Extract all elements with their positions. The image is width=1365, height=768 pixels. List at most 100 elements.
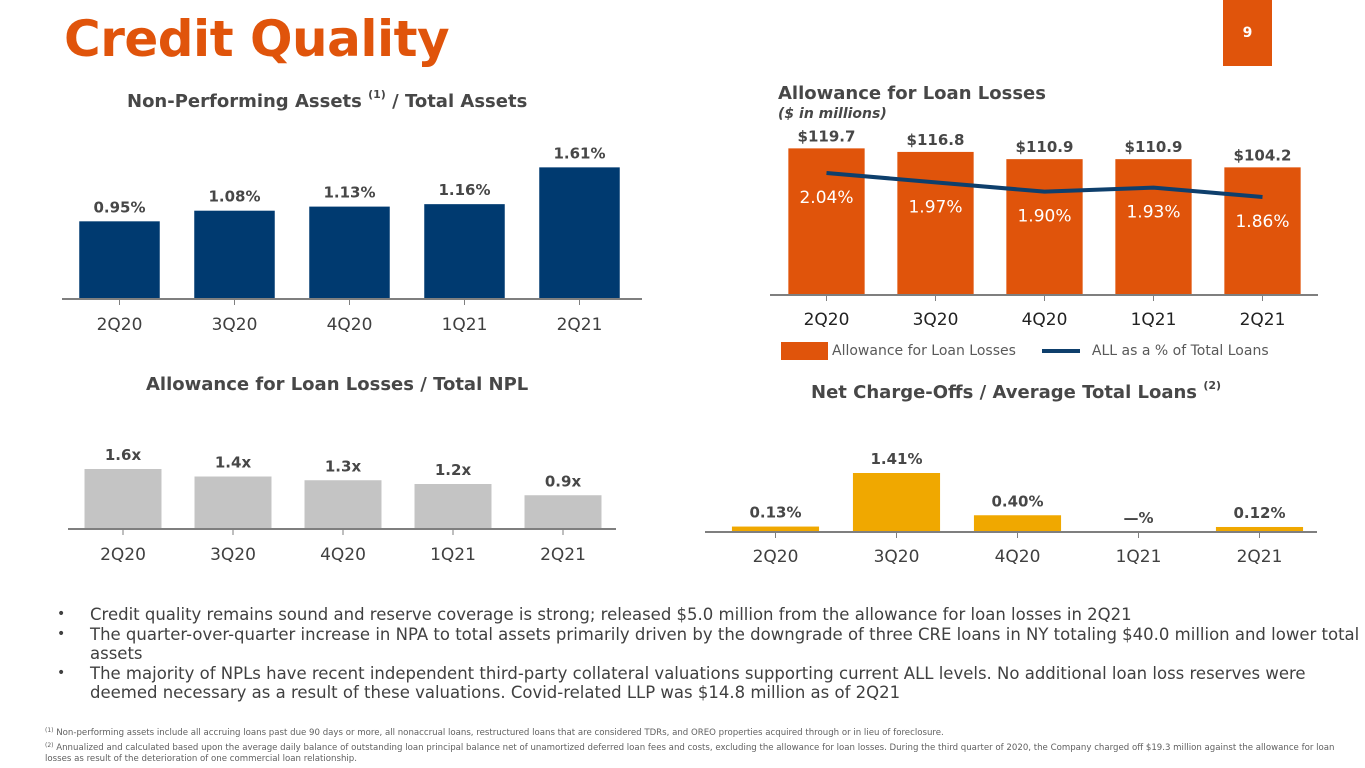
legend-bar-label: Allowance for Loan Losses xyxy=(832,343,1016,359)
bullet-item: • The quarter-over-quarter increase in NP… xyxy=(52,625,1362,664)
bar-3Q20 xyxy=(194,210,275,299)
data-label: $104.2 xyxy=(1234,146,1292,164)
data-label: 0.13% xyxy=(749,504,801,522)
bar-2Q20 xyxy=(84,469,162,529)
line-data-label: 2.04% xyxy=(799,188,853,208)
footnote-text: Non-performing assets include all accrui… xyxy=(56,728,944,738)
bullet-text: The majority of NPLs have recent indepen… xyxy=(90,663,1306,703)
data-label: $119.7 xyxy=(798,127,856,145)
x-tick-label: 4Q20 xyxy=(1022,310,1068,330)
data-label: 1.16% xyxy=(438,181,490,199)
bullet-item: • Credit quality remains sound and reserv… xyxy=(52,605,1362,625)
legend-line-swatch xyxy=(1041,349,1080,353)
footnotes: (1) Non-performing assets include all ac… xyxy=(45,725,1345,766)
all-chart-title: Allowance for Loan Losses xyxy=(778,83,1046,104)
x-tick-label: 3Q20 xyxy=(212,315,258,335)
page-number-badge: 9 xyxy=(1223,0,1272,66)
npa-chart: 0.95% 2Q20 1.08% 3Q20 1.13% 4Q20 1.16% 1Q21 1.61… xyxy=(62,144,642,335)
line-data-label: 1.93% xyxy=(1126,203,1180,223)
page-title: Credit Quality xyxy=(64,10,450,68)
bar-4Q20 xyxy=(973,515,1062,532)
bar-1Q21 xyxy=(424,204,505,299)
npa-title-text: Non-Performing Assets xyxy=(127,91,362,112)
bar-2Q20 xyxy=(79,221,160,299)
npl-chart-title: Allowance for Loan Losses / Total NPL xyxy=(146,374,529,395)
x-tick-label: 2Q20 xyxy=(753,547,799,567)
line-data-label: 1.90% xyxy=(1017,207,1071,227)
npa-chart-title: Non-Performing Assets (1) / Total Assets xyxy=(127,88,527,112)
bar-2Q21 xyxy=(1224,167,1301,295)
bar-2Q20 xyxy=(731,526,820,532)
x-tick-label: 4Q20 xyxy=(320,545,366,565)
all-chart: $119.7 2Q20 $116.8 3Q20 $110.9 4Q20 $110.9 1Q21… xyxy=(770,127,1318,330)
data-label: 0.12% xyxy=(1233,504,1285,522)
legend-line-label: ALL as a % of Total Loans xyxy=(1091,343,1269,359)
npa-title-suffix: / Total Assets xyxy=(385,91,528,112)
bar-3Q20 xyxy=(194,476,272,529)
x-tick-label: 1Q21 xyxy=(430,545,476,565)
x-tick-label: 4Q20 xyxy=(995,547,1041,567)
x-tick-label: 3Q20 xyxy=(874,547,920,567)
nco-title-text: Net Charge-Offs / Average Total Loans xyxy=(811,382,1198,403)
bar-3Q20 xyxy=(897,151,974,295)
x-tick-label: 2Q20 xyxy=(804,310,850,330)
x-tick-label: 3Q20 xyxy=(913,310,959,330)
x-tick-label: 2Q21 xyxy=(1240,310,1286,330)
bullet-dot: • xyxy=(57,664,66,681)
bar-2Q21 xyxy=(524,495,602,529)
footnote-2: (2) Annualized and calculated based upon… xyxy=(45,740,1345,766)
bullet-dot: • xyxy=(57,606,66,622)
nco-chart: 0.13% 2Q20 1.41% 3Q20 0.40% 4Q20 —% 1Q21 0.12% 2Q… xyxy=(705,450,1317,567)
data-label: 1.6x xyxy=(105,446,142,464)
bar-4Q20 xyxy=(309,206,390,299)
data-label: $116.8 xyxy=(907,131,965,149)
data-label: —% xyxy=(1123,509,1153,527)
bar-4Q20 xyxy=(1006,159,1083,295)
data-label: 1.3x xyxy=(325,457,362,475)
legend-bar-swatch xyxy=(781,342,828,360)
line-data-label: 1.86% xyxy=(1235,212,1289,232)
bullet-dot: • xyxy=(57,625,66,642)
nco-title-footnote: (2) xyxy=(1203,379,1222,392)
bar-2Q21 xyxy=(539,167,620,299)
data-label: 1.41% xyxy=(870,450,922,468)
data-label: 1.13% xyxy=(323,184,375,202)
npa-title-footnote: (1) xyxy=(368,88,386,101)
bar-2Q20 xyxy=(788,148,865,295)
x-tick-label: 2Q21 xyxy=(1237,547,1283,567)
x-tick-label: 2Q21 xyxy=(557,315,603,335)
data-label: 1.08% xyxy=(208,188,260,206)
data-label: 0.95% xyxy=(93,198,145,216)
page-number: 9 xyxy=(1242,25,1253,41)
bar-3Q20 xyxy=(852,473,941,532)
x-tick-label: 4Q20 xyxy=(327,315,373,335)
line-data-label: 1.97% xyxy=(908,197,962,217)
x-tick-label: 1Q21 xyxy=(1116,547,1162,567)
bullet-text: The quarter-over-quarter increase in NPA… xyxy=(90,624,1360,664)
data-label: 0.9x xyxy=(545,472,582,490)
data-label: 0.40% xyxy=(991,492,1043,510)
bar-2Q21 xyxy=(1215,526,1304,532)
data-label: 1.61% xyxy=(553,144,605,162)
x-tick-label: 2Q20 xyxy=(97,315,143,335)
x-tick-label: 1Q21 xyxy=(1131,310,1177,330)
x-tick-label: 1Q21 xyxy=(442,315,488,335)
data-label: $110.9 xyxy=(1016,138,1074,156)
x-tick-label: 3Q20 xyxy=(210,545,256,565)
x-tick-label: 2Q20 xyxy=(100,545,146,565)
bar-1Q21 xyxy=(1115,159,1192,295)
all-chart-legend: Allowance for Loan Losses ALL as a % of … xyxy=(781,342,1269,360)
bullet-item: • The majority of NPLs have recent indepe… xyxy=(52,664,1362,703)
npl-chart: 1.6x 2Q20 1.4x 3Q20 1.3x 4Q20 1.2x 1Q21 0.9x 2Q21 xyxy=(68,446,616,565)
data-label: 1.4x xyxy=(215,454,252,472)
footnote-marker: (1) xyxy=(45,727,54,734)
data-label: 1.2x xyxy=(435,461,472,479)
data-label: $110.9 xyxy=(1125,138,1183,156)
bar-4Q20 xyxy=(304,480,382,529)
bullet-text: Credit quality remains sound and reserve… xyxy=(90,605,1132,624)
footnote-1: (1) Non-performing assets include all ac… xyxy=(45,725,1345,740)
all-chart-subtitle: ($ in millions) xyxy=(778,106,887,122)
footnote-marker: (2) xyxy=(45,741,54,749)
x-tick-label: 2Q21 xyxy=(540,545,586,565)
bullet-list: • Credit quality remains sound and reserv… xyxy=(52,605,1362,703)
